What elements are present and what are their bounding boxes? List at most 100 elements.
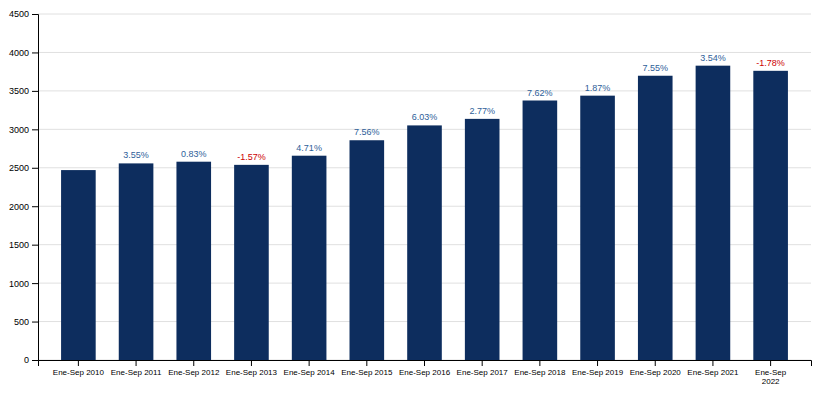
x-tick-label: Ene-Sep 2019	[572, 368, 624, 377]
bar	[350, 140, 385, 360]
x-tick: Ene-Sep 2015	[341, 360, 393, 377]
x-tick-label: Ene-Sep 2020	[630, 368, 682, 377]
x-tick: Ene-Sep 2019	[572, 360, 624, 377]
bar	[465, 119, 500, 360]
grid	[38, 14, 811, 360]
pct-label: -1.78%	[756, 58, 785, 68]
x-tick: Ene-Sep 2017	[457, 360, 509, 377]
x-axis: Ene-Sep 2010 Ene-Sep 2011 Ene-Sep 2012 Ene-…	[39, 360, 812, 386]
bar	[638, 76, 673, 360]
annotations: 3.55% 0.83% -1.57% 4.71% 7.56% 6.03% 2.77% 7.62…	[123, 53, 785, 162]
x-tick-mark	[136, 360, 137, 366]
y-tick-mark	[32, 52, 38, 53]
x-tick-mark	[655, 360, 656, 366]
x-tick: Ene-Sep 2013	[226, 360, 278, 377]
pct-label: 0.83%	[181, 149, 207, 159]
y-tick: 500	[14, 317, 38, 327]
y-tick-label: 0	[24, 355, 29, 365]
y-tick-label: 3000	[9, 125, 29, 135]
bar	[523, 101, 558, 361]
pct-label: 7.62%	[527, 88, 553, 98]
y-tick: 2000	[9, 202, 38, 212]
y-tick-label: 4000	[9, 48, 29, 58]
grid-line	[38, 90, 811, 91]
y-axis: 0 500 1000 1500 2000 2500 3000 3500 4000 4500	[9, 9, 39, 365]
y-tick: 4500	[9, 9, 38, 19]
x-tick-mark	[539, 360, 540, 366]
pct-label: 7.55%	[642, 63, 668, 73]
y-tick-label: 2000	[9, 202, 29, 212]
bar	[234, 165, 269, 360]
x-tick-label: Ene-Sep 2016	[399, 368, 451, 377]
x-tick-label: Ene-Sep 2012	[168, 368, 220, 377]
pct-label: 6.03%	[412, 112, 438, 122]
x-tick-label: Ene-Sep 2018	[514, 368, 566, 377]
x-tick-mark	[482, 360, 483, 366]
bar	[61, 170, 96, 360]
x-tick: Ene-Sep 2012	[168, 360, 220, 377]
x-tick-label: Ene-Sep 2017	[457, 368, 509, 377]
pct-label: 7.56%	[354, 127, 380, 137]
x-tick-mark	[78, 360, 79, 366]
y-tick: 1000	[9, 278, 38, 288]
y-axis-line	[32, 15, 39, 361]
pct-label: 1.87%	[585, 83, 611, 93]
y-tick-label: 500	[14, 317, 29, 327]
y-tick: 3000	[9, 125, 38, 135]
x-tick-mark	[366, 360, 367, 366]
plot: 0 500 1000 1500 2000 2500 3000 3500 4000 4500 Ene-…	[9, 9, 812, 386]
y-tick-label: 1000	[9, 278, 29, 288]
y-tick-label: 2500	[9, 163, 29, 173]
x-tick: Ene-Sep 2016	[399, 360, 451, 377]
x-tick-label: Ene-Sep 2010	[53, 368, 105, 377]
bar	[696, 66, 731, 360]
y-tick-label: 4500	[9, 9, 29, 19]
bar	[407, 125, 442, 360]
y-tick: 0	[24, 355, 38, 365]
x-tick: Ene-Sep 2011	[111, 360, 162, 377]
y-tick: 2500	[9, 163, 38, 173]
x-tick-label: Ene-Sep 2021	[687, 368, 739, 377]
x-tick: Ene-Sep 2020	[630, 360, 682, 377]
bars	[61, 66, 788, 360]
x-tick-label: Ene-Sep 2014	[284, 368, 336, 377]
bar	[753, 71, 788, 360]
grid-line	[38, 52, 811, 53]
x-tick-mark	[597, 360, 598, 366]
x-tick-mark	[424, 360, 425, 366]
x-tick: Ene-Sep2022	[755, 360, 787, 386]
x-tick-mark	[309, 360, 310, 366]
x-tick-mark	[193, 360, 194, 366]
pct-label: 3.54%	[700, 53, 726, 63]
chart: 0 500 1000 1500 2000 2500 3000 3500 4000 4500 Ene-…	[0, 0, 819, 394]
x-axis-line	[39, 361, 812, 367]
x-tick-label: Ene-Sep 2013	[226, 368, 278, 377]
y-tick-mark	[32, 322, 38, 323]
bar	[176, 162, 211, 360]
pct-label: 4.71%	[296, 143, 322, 153]
y-tick-label: 1500	[9, 240, 29, 250]
y-tick-mark	[32, 129, 38, 130]
x-tick-mark	[712, 360, 713, 366]
y-tick-mark	[32, 14, 38, 15]
x-tick: Ene-Sep 2014	[284, 360, 336, 377]
pct-label: 2.77%	[469, 106, 495, 116]
y-tick-mark	[32, 91, 38, 92]
y-tick: 3500	[9, 86, 38, 96]
x-tick-mark	[251, 360, 252, 366]
pct-label: -1.57%	[237, 152, 266, 162]
y-tick-mark	[32, 168, 38, 169]
bar	[119, 163, 154, 360]
y-tick-label: 3500	[9, 86, 29, 96]
x-tick: Ene-Sep 2021	[687, 360, 739, 377]
grid-line	[38, 14, 811, 15]
y-tick: 4000	[9, 48, 38, 58]
x-tick-label: Ene-Sep2022	[755, 368, 787, 386]
x-tick-label: Ene-Sep 2011	[111, 368, 162, 377]
y-tick: 1500	[9, 240, 38, 250]
y-tick-mark	[32, 245, 38, 246]
bar	[580, 96, 615, 360]
y-tick-mark	[32, 360, 38, 361]
x-tick-label: Ene-Sep 2015	[341, 368, 393, 377]
pct-label: 3.55%	[123, 150, 149, 160]
